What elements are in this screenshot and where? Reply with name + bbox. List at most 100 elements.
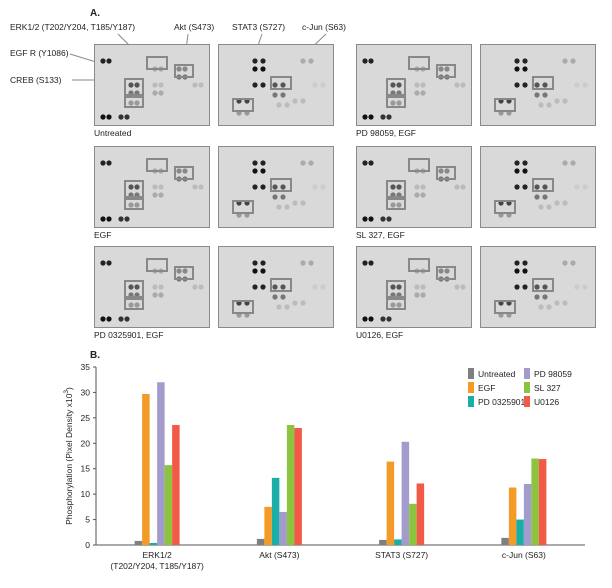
- bar: [157, 382, 165, 545]
- blot-spot: [192, 184, 198, 190]
- blot-spot: [128, 202, 134, 208]
- blot-highlight-box: [270, 76, 292, 90]
- blot-highlight-box: [124, 296, 144, 310]
- blot-spot: [390, 284, 396, 290]
- blot-spot: [128, 284, 134, 290]
- blot-spot: [260, 160, 266, 166]
- blot-spot: [252, 284, 258, 290]
- bar: [286, 424, 295, 545]
- blot-highlight-box: [232, 98, 254, 112]
- legend-label: U0126: [534, 397, 559, 407]
- blot-spot: [276, 102, 282, 108]
- blot-spot: [542, 82, 548, 88]
- blot-spot: [134, 302, 140, 308]
- callout-stat3: STAT3 (S727): [232, 22, 286, 32]
- blot-spot: [414, 292, 420, 298]
- blot-spot: [134, 284, 140, 290]
- blot-spot: [522, 260, 528, 266]
- blot-highlight-box: [174, 64, 194, 78]
- blot-spot: [252, 66, 258, 72]
- blot-highlight-box: [270, 278, 292, 292]
- blot-spot: [368, 160, 374, 166]
- blot-spot: [128, 82, 134, 88]
- x-category-label: (T202/Y204, T185/Y187): [110, 561, 204, 571]
- blot-spot: [124, 114, 130, 120]
- blot-highlight-box: [436, 266, 456, 280]
- blot-spot: [300, 260, 306, 266]
- blot-spot: [118, 316, 124, 322]
- blot-caption-pd98059: PD 98059, EGF: [356, 128, 417, 138]
- blot-spot: [368, 114, 374, 120]
- bar: [409, 503, 417, 545]
- blot-spot: [570, 160, 576, 166]
- blot-spot: [158, 82, 164, 88]
- bar: [416, 483, 425, 545]
- blot-pd98059-2: [480, 44, 596, 126]
- blot-caption-sl327: SL 327, EGF: [356, 230, 405, 240]
- blot-spot: [260, 268, 266, 274]
- blot-spot: [276, 204, 282, 210]
- blot-spot: [454, 284, 460, 290]
- callout-erk: ERK1/2 (T202/Y204, T185/Y187): [10, 22, 136, 32]
- blot-u0126: [356, 246, 472, 328]
- bar: [271, 477, 280, 545]
- blot-spot: [396, 202, 402, 208]
- blot-spot: [390, 82, 396, 88]
- blot-spot: [460, 184, 466, 190]
- legend-label: PD 98059: [534, 369, 572, 379]
- blot-spot: [534, 92, 540, 98]
- blot-spot: [300, 98, 306, 104]
- blot-spot: [534, 184, 540, 190]
- blot-spot: [284, 204, 290, 210]
- legend-swatch: [524, 382, 530, 393]
- blot-spot: [514, 284, 520, 290]
- blot-spot: [386, 316, 392, 322]
- blot-spot: [100, 216, 106, 222]
- blot-highlight-box: [408, 158, 430, 172]
- phosphorylation-bar-chart: 0 5 10 15 20 25 30 35 Phosphorylation (Pixel Den…: [63, 362, 585, 571]
- blot-spot: [396, 100, 402, 106]
- blot-spot: [534, 194, 540, 200]
- blot-highlight-box: [532, 178, 554, 192]
- bar: [264, 506, 272, 545]
- blot-spot: [368, 260, 374, 266]
- blot-spot: [444, 168, 450, 174]
- blot-spot: [420, 184, 426, 190]
- blot-spot: [460, 284, 466, 290]
- blot-spot: [582, 284, 588, 290]
- blot-spot: [420, 284, 426, 290]
- blot-highlight-box: [408, 56, 430, 70]
- blot-spot: [182, 168, 188, 174]
- blot-spot: [106, 114, 112, 120]
- bar: [538, 459, 547, 545]
- blot-spot: [272, 194, 278, 200]
- blot-spot: [260, 58, 266, 64]
- blot-spot: [390, 184, 396, 190]
- blot-sl327: [356, 146, 472, 228]
- blot-spot: [396, 302, 402, 308]
- blot-spot: [272, 82, 278, 88]
- bar: [164, 465, 173, 545]
- blot-highlight-box: [532, 76, 554, 90]
- blot-spot: [454, 184, 460, 190]
- legend-swatch: [468, 368, 474, 379]
- y-tick-label: 25: [81, 413, 91, 423]
- legend-label: PD 0325901: [478, 397, 526, 407]
- blot-highlight-box: [146, 258, 168, 272]
- x-category-label: STAT3 (S727): [375, 550, 428, 560]
- blot-highlight-box: [174, 266, 194, 280]
- blot-pd0325901-2: [218, 246, 334, 328]
- blot-untreated-2: [218, 44, 334, 126]
- blot-spot: [300, 58, 306, 64]
- blot-spot: [460, 82, 466, 88]
- y-tick-label: 0: [85, 540, 90, 550]
- blot-highlight-box: [386, 180, 406, 200]
- blot-spot: [134, 82, 140, 88]
- blot-spot: [176, 168, 182, 174]
- blot-spot: [538, 304, 544, 310]
- blot-spot: [582, 184, 588, 190]
- blot-spot: [252, 58, 258, 64]
- blot-highlight-box: [386, 78, 406, 98]
- x-category-label: c-Jun (S63): [502, 550, 546, 560]
- blot-spot: [252, 82, 258, 88]
